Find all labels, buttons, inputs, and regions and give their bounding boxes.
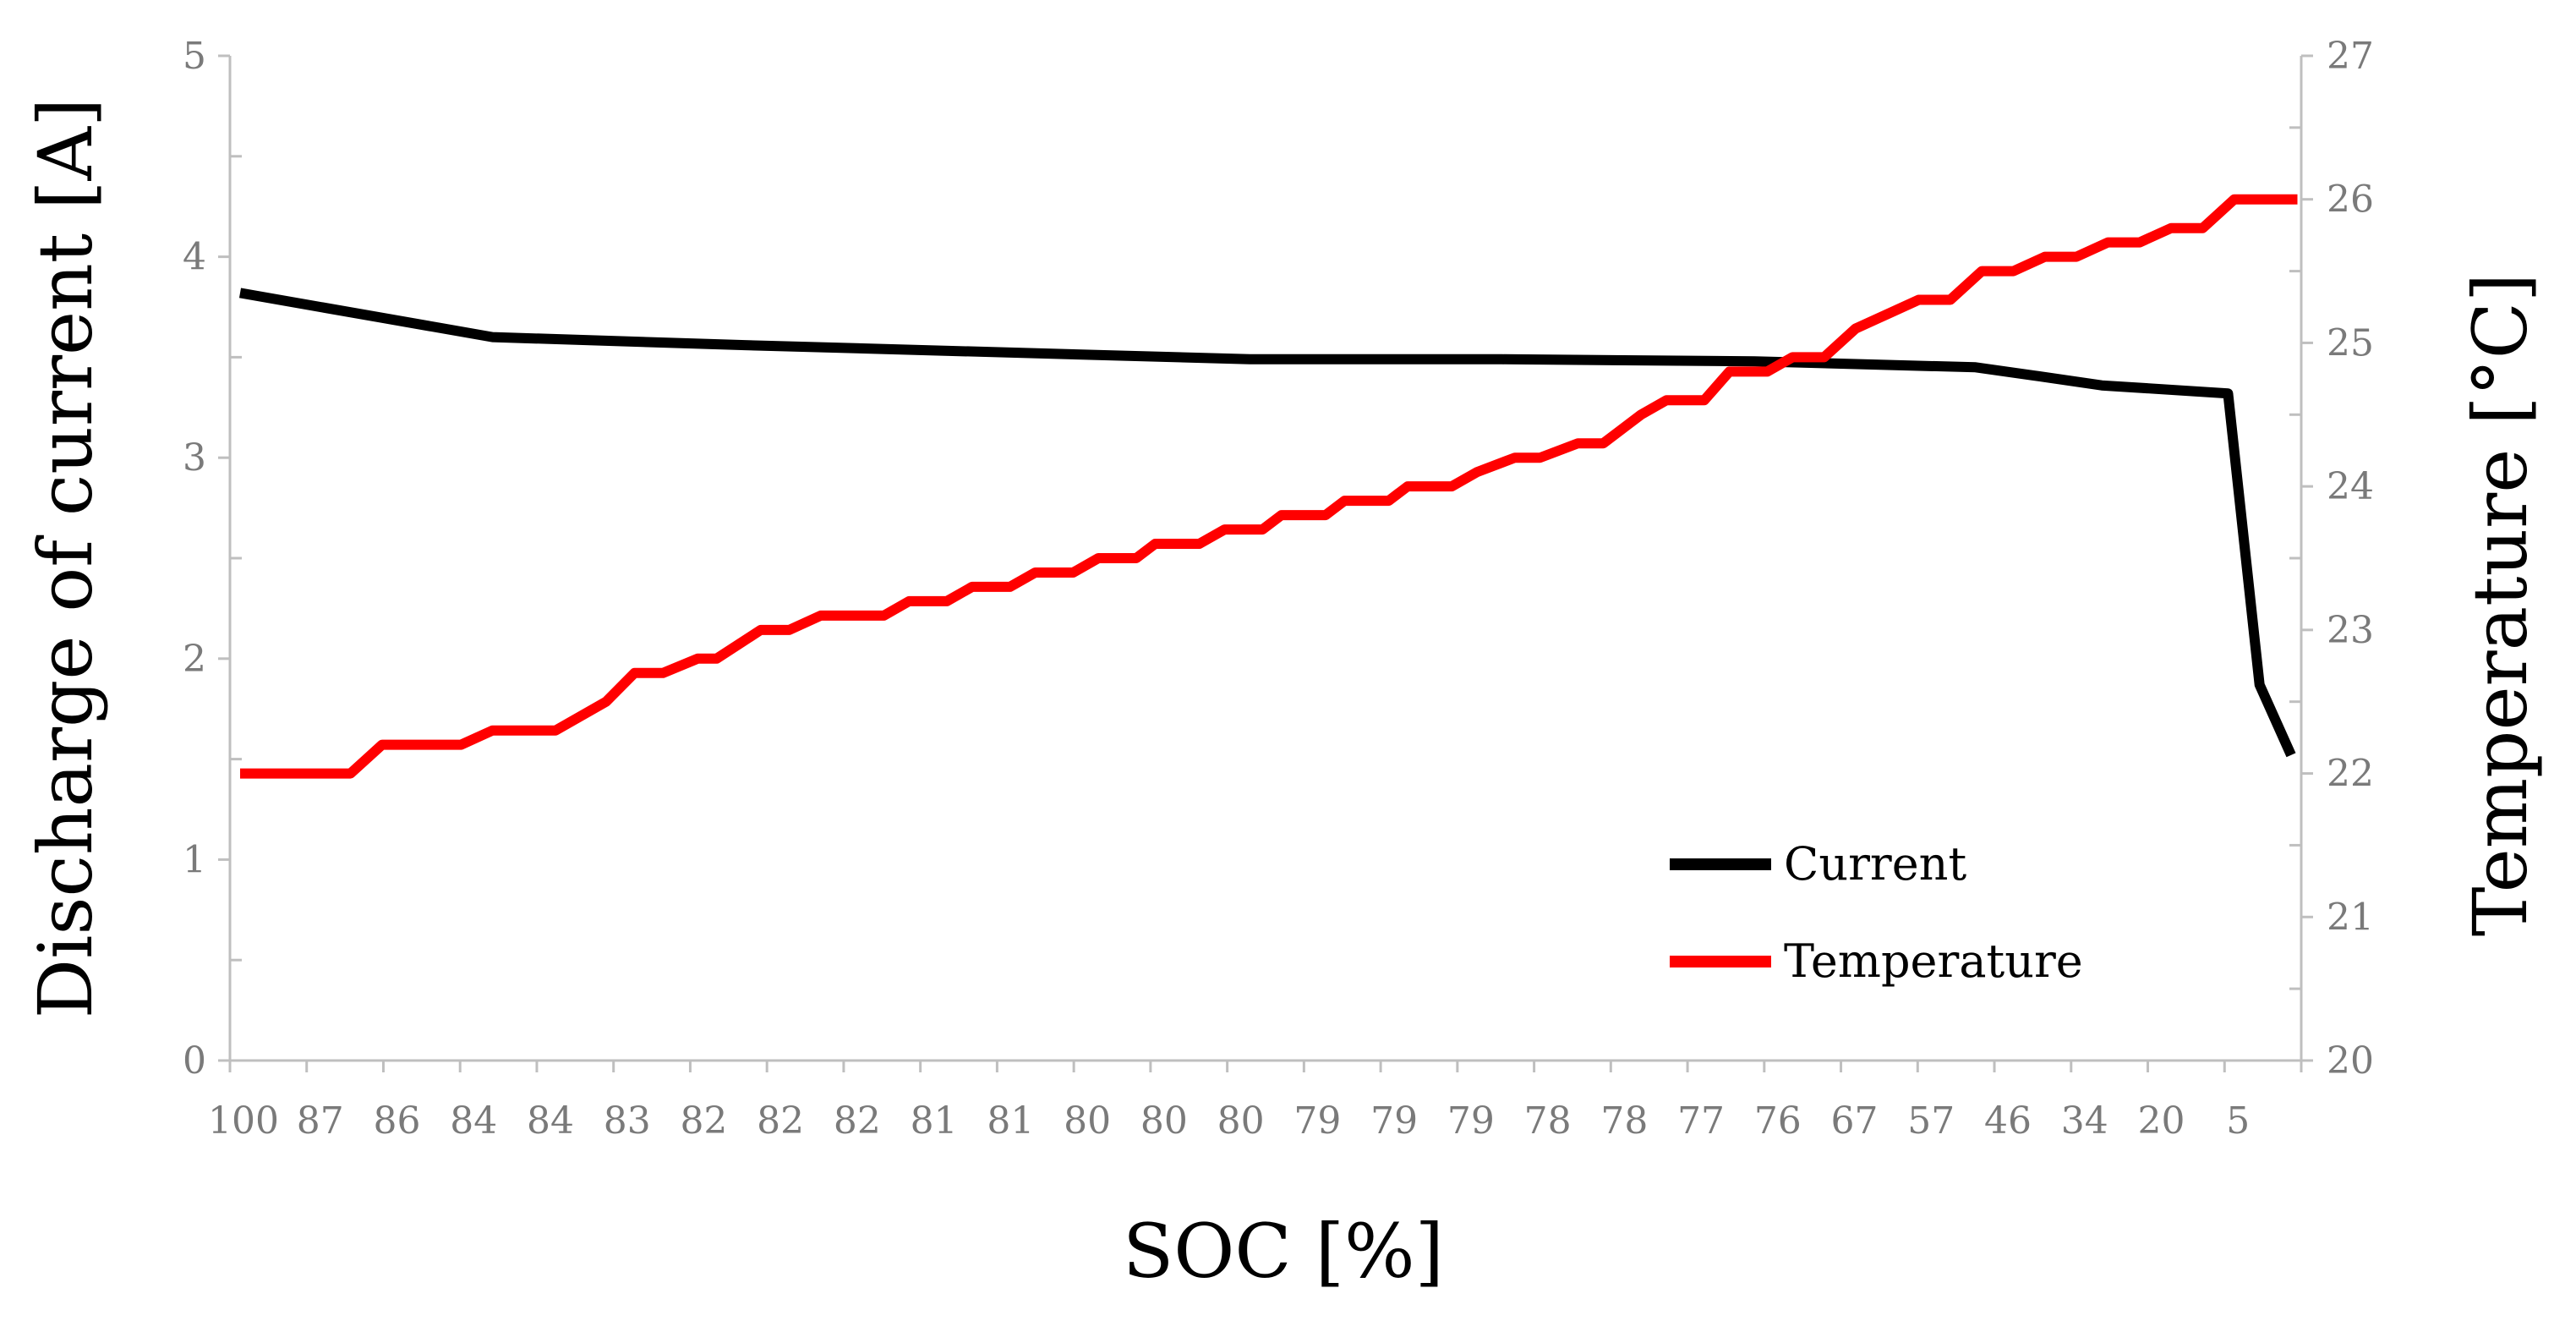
y-left-tick-label: 4 [183, 236, 206, 279]
series-layer [238, 194, 2298, 779]
x-tick-label: 82 [757, 1099, 804, 1143]
legend-label-temperature: Temperature [1784, 935, 2083, 988]
y-right-tick-label: 24 [2327, 465, 2374, 508]
x-tick-label: 82 [834, 1099, 881, 1143]
y-axis-title-left: Discharge of current [A] [22, 98, 109, 1019]
x-tick-label: 80 [1217, 1099, 1265, 1143]
x-tick-label: 80 [1064, 1099, 1111, 1143]
x-tick-label: 84 [450, 1099, 497, 1143]
x-tick-label: 46 [1984, 1099, 2032, 1143]
y-right-tick-label: 25 [2327, 321, 2374, 365]
x-tick-label: 78 [1600, 1099, 1648, 1143]
x-tick-label: 82 [680, 1099, 727, 1143]
legend: Current Temperature [1670, 837, 2083, 988]
x-tick-label: 81 [987, 1099, 1034, 1143]
series-line-temperature [240, 194, 2298, 779]
x-tick-label: 34 [2061, 1099, 2108, 1143]
y-right-tick-label: 20 [2327, 1039, 2374, 1083]
x-tick-label: 76 [1754, 1099, 1802, 1143]
x-axis-title: SOC [%] [1123, 1208, 1444, 1295]
x-tick-label: 81 [911, 1099, 958, 1143]
y-right-tick-label: 23 [2327, 609, 2374, 652]
y-right-tick-label: 26 [2327, 178, 2374, 222]
x-tick-label: 57 [1907, 1099, 1955, 1143]
y-left-tick-label: 0 [183, 1039, 206, 1083]
x-tick-label: 80 [1140, 1099, 1188, 1143]
x-tick-label: 87 [297, 1099, 344, 1143]
x-tick-label: 67 [1831, 1099, 1879, 1143]
x-tick-label: 77 [1677, 1099, 1725, 1143]
x-tick-label: 79 [1370, 1099, 1418, 1143]
x-tick-label: 84 [527, 1099, 574, 1143]
x-tick-label: 20 [2138, 1099, 2185, 1143]
series-line-current [238, 288, 2296, 758]
x-tick-label: 5 [2226, 1099, 2250, 1143]
x-tick-label: 79 [1447, 1099, 1495, 1143]
y-axis-title-right: Temperature [°C] [2457, 273, 2544, 936]
x-tick-label: 83 [604, 1099, 651, 1143]
y-right-tick-label: 27 [2327, 35, 2374, 78]
y-left-tick-label: 5 [183, 35, 206, 78]
x-tick-label: 100 [208, 1099, 279, 1143]
x-tick-label: 86 [373, 1099, 420, 1143]
x-tick-label: 78 [1524, 1099, 1572, 1143]
y-left-tick-label: 1 [183, 838, 206, 881]
legend-label-current: Current [1784, 837, 1966, 891]
y-left-tick-label: 2 [183, 638, 206, 681]
y-right-tick-label: 21 [2327, 896, 2374, 939]
y-left-tick-label: 3 [183, 436, 206, 480]
x-tick-label: 79 [1293, 1099, 1341, 1143]
axes [228, 56, 2303, 1062]
y-right-tick-label: 22 [2327, 753, 2374, 796]
